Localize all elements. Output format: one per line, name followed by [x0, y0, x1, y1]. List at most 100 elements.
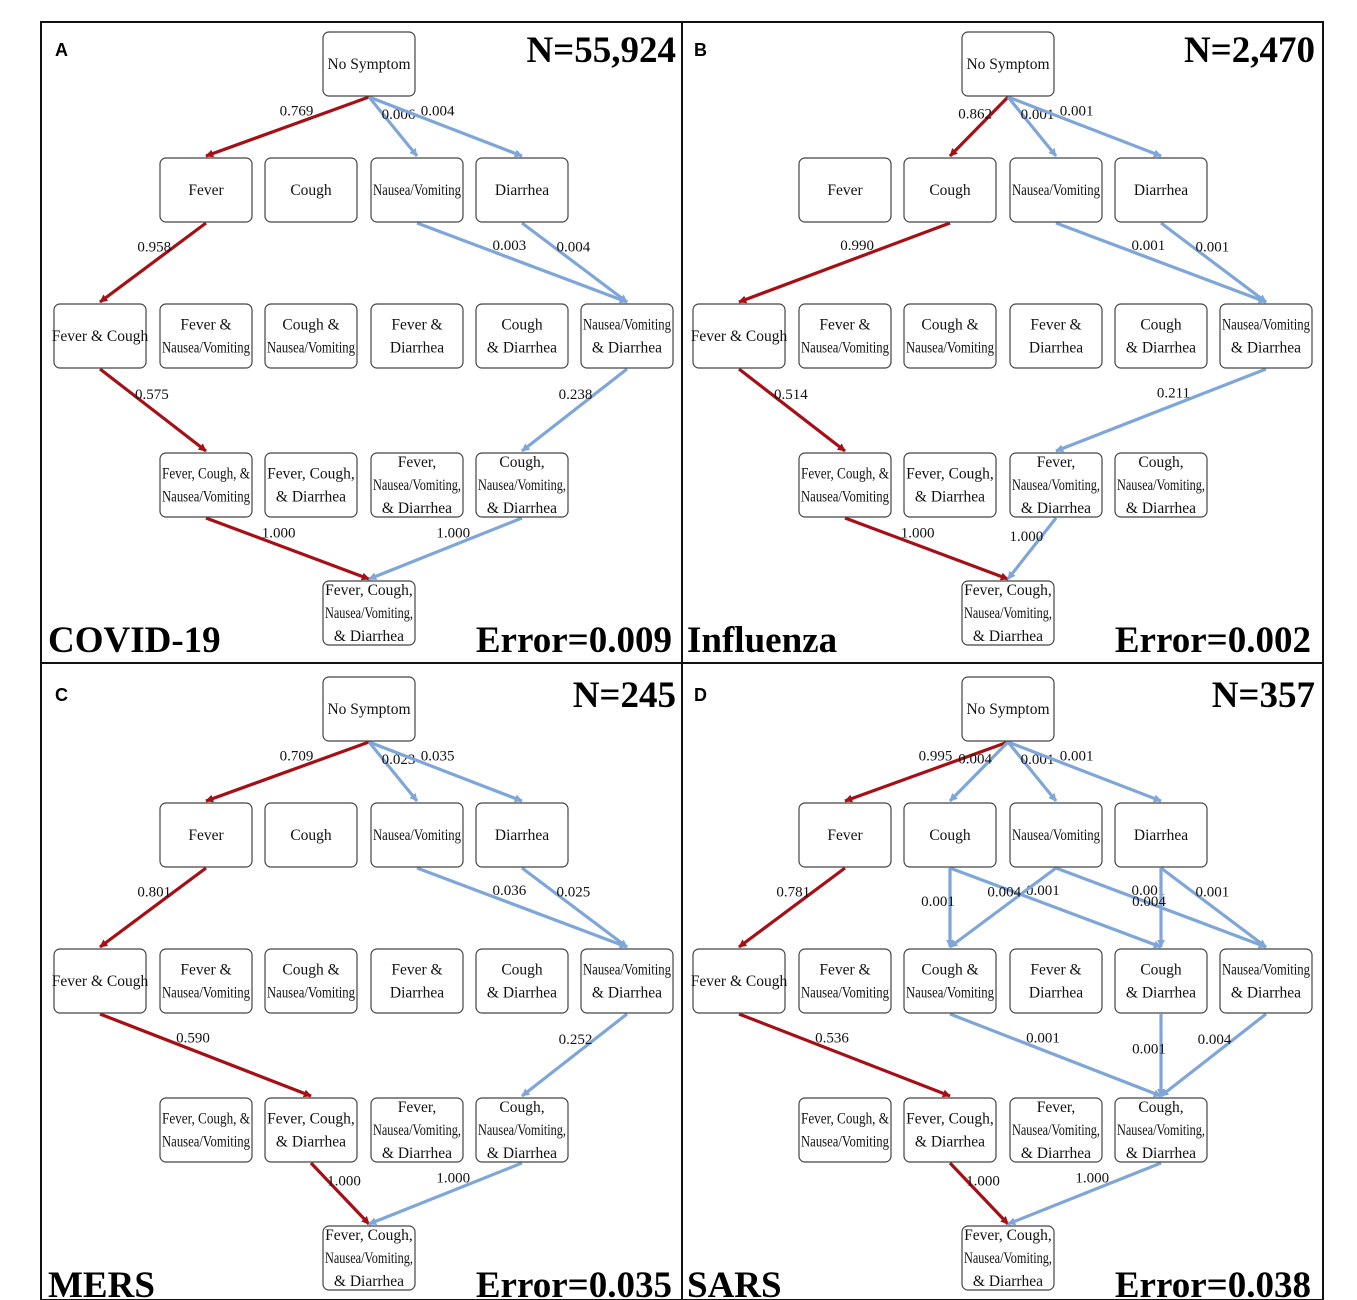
- state-node-cnd: Cough, Nausea/Vomiting, & Diarrhea: [1114, 452, 1208, 518]
- transition-probability-label: 0.001: [921, 894, 955, 910]
- state-node-d: Diarrhea: [475, 157, 569, 223]
- state-node-box: [370, 303, 464, 369]
- state-node-box: [264, 1097, 358, 1163]
- state-node-box: [692, 303, 786, 369]
- transition-arrow: [99, 221, 207, 304]
- state-node-box: [264, 157, 358, 223]
- state-node-label: Nausea/Vomiting,: [1117, 1122, 1205, 1139]
- state-node-fcn: Fever, Cough, & Nausea/Vomiting: [798, 452, 892, 518]
- state-node-n: Nausea/Vomiting: [1009, 157, 1103, 223]
- state-node-label: & Diarrhea: [1126, 340, 1196, 357]
- state-node-box: [370, 802, 464, 868]
- transition-arrow: [367, 740, 419, 803]
- state-node-label: Fever &: [1030, 317, 1081, 334]
- transition-arrow: [1006, 95, 1058, 158]
- transition-probability-label: 0.575: [135, 387, 169, 403]
- transition-probability-label: 0.001: [1132, 883, 1166, 899]
- state-node-fd: Fever & Diarrhea: [370, 948, 464, 1014]
- state-node-label: Fever, Cough, &: [801, 466, 889, 483]
- transition-arrow: [1160, 866, 1267, 949]
- state-node-label: & Diarrhea: [382, 500, 452, 517]
- state-node-nd: Nausea/Vomiting & Diarrhea: [1219, 948, 1313, 1014]
- transition-probability-label: 0.036: [493, 883, 527, 899]
- transition-arrow: [738, 367, 846, 453]
- transition-arrow: [948, 740, 1010, 803]
- state-node-box: [1114, 303, 1208, 369]
- transition-arrow: [99, 367, 207, 453]
- transition-arrow: [949, 866, 1162, 949]
- state-node-fd: Fever & Diarrhea: [370, 303, 464, 369]
- state-node-box: [903, 303, 997, 369]
- transition-probability-label: 0.001: [1132, 1041, 1166, 1057]
- state-node-label: & Diarrhea: [334, 1273, 404, 1290]
- transition-arrow: [368, 516, 523, 581]
- state-node-c: Cough: [903, 802, 997, 868]
- state-node-label: Nausea/Vomiting: [801, 340, 889, 357]
- state-node-label: Fever, Cough, &: [162, 1111, 250, 1128]
- state-node-fn: Fever & Nausea/Vomiting: [159, 303, 253, 369]
- state-node-fc: Fever & Cough: [52, 303, 148, 369]
- transition-probability-label: 0.001: [1060, 749, 1094, 765]
- state-node-label: No Symptom: [966, 701, 1049, 718]
- transition-probability-label: 1.000: [901, 525, 935, 541]
- state-node-n: Nausea/Vomiting: [370, 157, 464, 223]
- state-node-label: Diarrhea: [1134, 827, 1188, 844]
- state-node-label: No Symptom: [327, 701, 410, 718]
- state-node-label: Nausea/Vomiting,: [373, 477, 461, 494]
- state-node-label: Nausea/Vomiting,: [1117, 477, 1205, 494]
- state-node-label: & Diarrhea: [487, 340, 557, 357]
- state-node-nd: Nausea/Vomiting & Diarrhea: [1219, 303, 1313, 369]
- transition-arrow: [521, 866, 628, 949]
- transition-arrow: [1007, 1161, 1162, 1226]
- state-node-label: Cough &: [282, 317, 339, 334]
- state-node-label: & Diarrhea: [1231, 340, 1301, 357]
- transition-probability-label: 0.514: [774, 387, 808, 403]
- transition-probability-label: 0.211: [1157, 385, 1190, 401]
- state-node-box: [903, 157, 997, 223]
- state-node-fcd: Fever, Cough, & Diarrhea: [264, 452, 358, 518]
- state-node-label: Fever,: [1037, 454, 1076, 471]
- state-node-label: Cough: [1140, 962, 1182, 979]
- state-node-cd: Cough & Diarrhea: [475, 948, 569, 1014]
- state-node-label: Nausea/Vomiting: [162, 340, 250, 357]
- sample-count: N=245: [573, 675, 676, 716]
- state-node-label: Nausea/Vomiting: [801, 1134, 889, 1151]
- state-node-box: [798, 1097, 892, 1163]
- state-node-box: [1219, 948, 1313, 1014]
- transition-probability-label: 0.536: [815, 1030, 849, 1046]
- transition-probability-label: 0.001: [1026, 1030, 1060, 1046]
- state-node-box: [370, 452, 464, 518]
- state-node-label: Fever, Cough,: [267, 1111, 355, 1128]
- state-node-box: [159, 157, 253, 223]
- state-node-fcn: Fever, Cough, & Nausea/Vomiting: [798, 1097, 892, 1163]
- state-node-label: & Diarrhea: [487, 1145, 557, 1162]
- state-node-fcd: Fever, Cough, & Diarrhea: [903, 1097, 997, 1163]
- state-node-fc: Fever & Cough: [691, 948, 787, 1014]
- state-node-box: [475, 948, 569, 1014]
- state-node-label: Fever: [827, 182, 863, 199]
- transition-arrow: [205, 516, 370, 581]
- state-node-box: [903, 802, 997, 868]
- state-node-label: & Diarrhea: [276, 489, 346, 506]
- state-node-fnd: Fever, Nausea/Vomiting, & Diarrhea: [370, 1097, 464, 1163]
- transition-probability-label: 0.004: [987, 885, 1021, 901]
- disease-name: MERS: [48, 1265, 155, 1300]
- transition-arrow: [1006, 517, 1058, 580]
- model-error: Error=0.002: [1115, 620, 1311, 661]
- state-node-f: Fever: [798, 802, 892, 868]
- panel-letter: D: [694, 685, 707, 705]
- disease-name: Influenza: [687, 620, 837, 661]
- state-node-label: Fever & Cough: [691, 328, 788, 345]
- transition-probability-label: 0.709: [280, 748, 314, 764]
- state-node-label: Fever, Cough,: [906, 466, 994, 483]
- state-node-label: Diarrhea: [1029, 340, 1083, 357]
- state-node-label: Diarrhea: [1029, 985, 1083, 1002]
- state-node-label: Nausea/Vomiting: [583, 317, 671, 334]
- state-node-label: Nausea/Vomiting: [373, 827, 461, 844]
- state-node-label: Nausea/Vomiting: [267, 985, 355, 1002]
- state-node-label: Nausea/Vomiting: [801, 489, 889, 506]
- panel-d: 0.995 0.004 0.001 0.0010.7810.0010.0010.004…: [687, 675, 1315, 1300]
- state-node-box: [264, 303, 358, 369]
- transition-arrow: [738, 866, 846, 949]
